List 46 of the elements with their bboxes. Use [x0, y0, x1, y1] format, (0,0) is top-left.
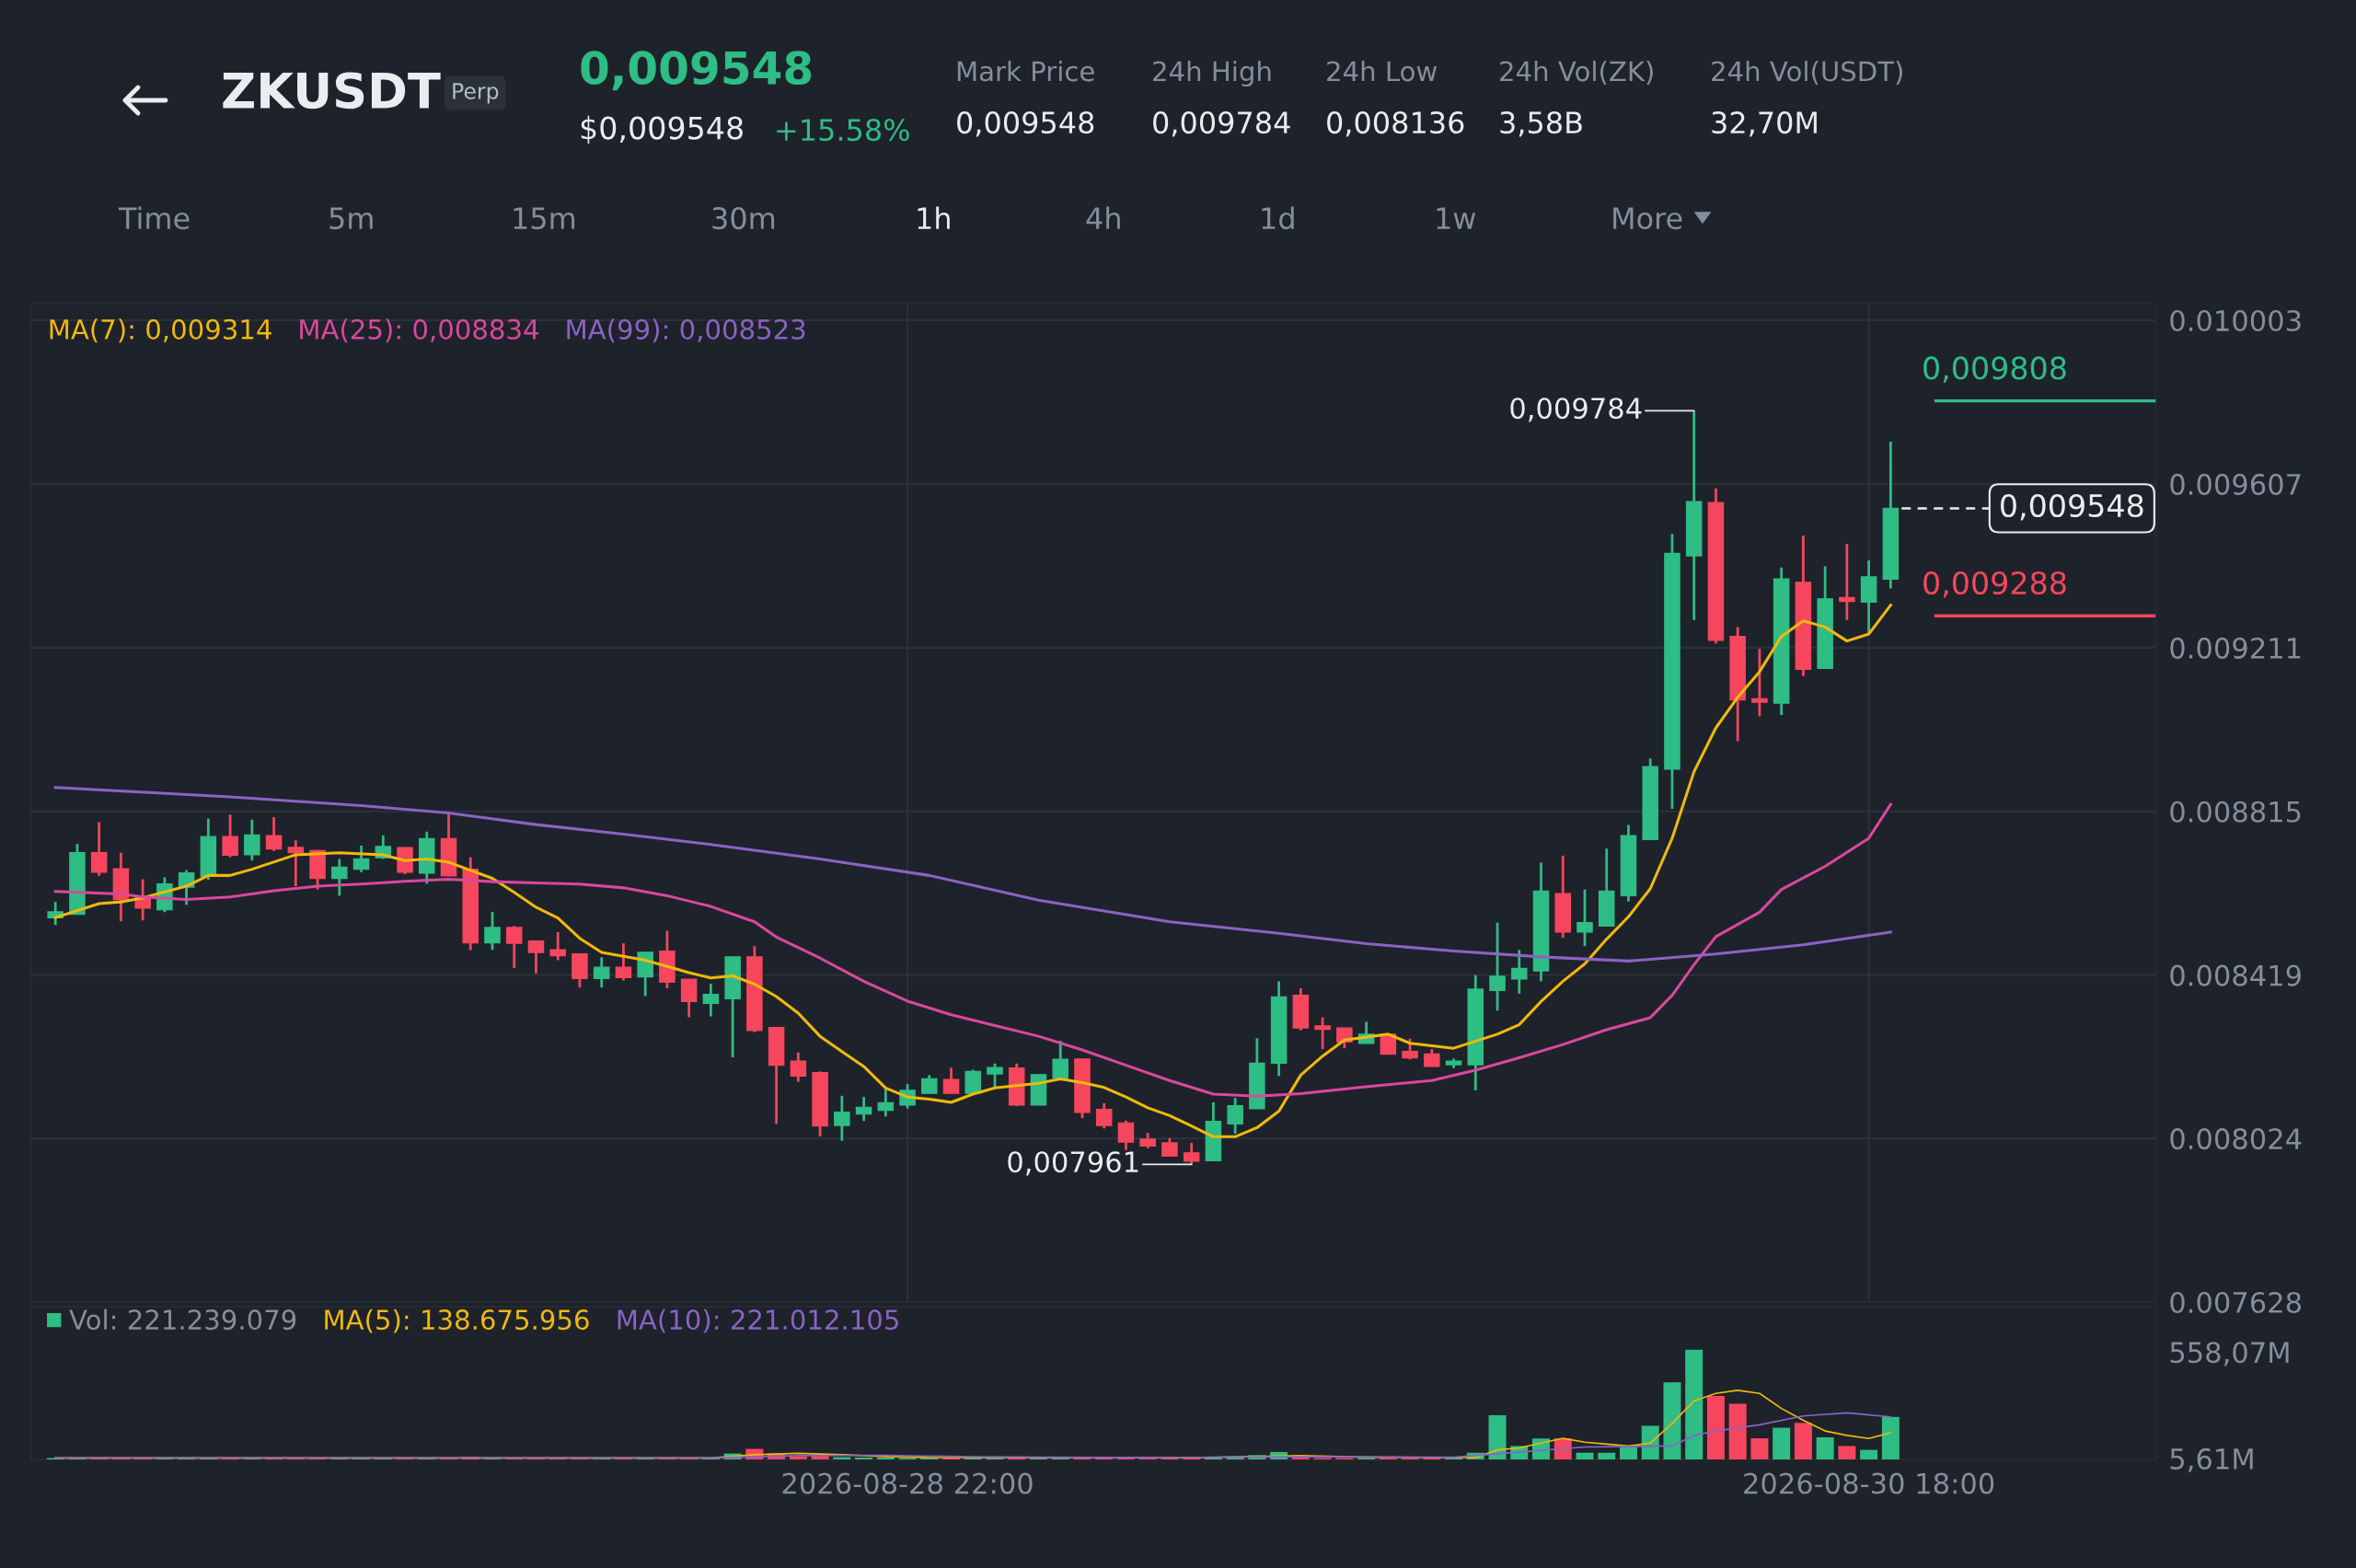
text: 24h Vol(ZK)	[1500, 60, 1653, 85]
y-tick-label: 0.007628	[2170, 1291, 2301, 1314]
legend-label: Vol: 221.239.079	[69, 1309, 296, 1331]
text: More	[1613, 207, 1682, 230]
text: MA(25): 0,008834	[300, 318, 538, 343]
y-tick-label: 0.008419	[2170, 964, 2301, 986]
ref-line-label: 0,009288	[1923, 571, 2066, 598]
text: MA(5): 138.675.956	[325, 1309, 589, 1333]
text: 24h Vol(USDT)	[1712, 60, 1902, 85]
x-tick-label: 2026-08-30 18:00	[1744, 1472, 1994, 1494]
text: 24h High	[1153, 60, 1271, 87]
annotation: 0,007961	[1008, 1151, 1138, 1176]
text: Perp	[453, 83, 499, 104]
text: +15.58%	[777, 119, 909, 142]
text: MA(7): 0,009314	[50, 318, 271, 343]
y-tick-label: 5,61M	[2170, 1447, 2253, 1473]
text: 0,009548	[581, 51, 812, 91]
y-tick-label: 0.010003	[2170, 309, 2301, 332]
text: Mark Price	[957, 60, 1094, 82]
y-tick-label: 0.009211	[2170, 637, 2301, 659]
y-tick-label: 0.009607	[2170, 473, 2301, 495]
text: MA(99): 0,008523	[567, 318, 805, 343]
text: ZKUSDT	[223, 72, 441, 110]
text: 4h	[1086, 206, 1120, 229]
y-tick-label: 0.008024	[2170, 1128, 2302, 1150]
text: $0,009548	[581, 115, 743, 144]
text: 24h Low	[1327, 60, 1438, 82]
text: 1h	[918, 206, 950, 229]
text: 0,008136	[1327, 111, 1464, 137]
text: 3,58B	[1500, 111, 1582, 137]
y-tick-label: 558,07M	[2170, 1342, 2289, 1366]
ref-line-label: 0,009548	[2001, 493, 2143, 521]
text: 1w	[1437, 207, 1476, 229]
text: 15m	[514, 207, 575, 230]
x-tick-label: 2026-08-28 22:00	[782, 1472, 1033, 1494]
ref-line-label: 0,009808	[1923, 356, 2066, 383]
y-tick-label: 0.008815	[2170, 801, 2301, 823]
text: 30m	[712, 207, 775, 230]
text: 0,009784	[1153, 111, 1290, 137]
text: 1d	[1262, 206, 1294, 230]
text: 0,009548	[957, 111, 1094, 137]
annotation: 0,009784	[1510, 398, 1642, 422]
text: 5m	[329, 207, 373, 230]
text: Time	[118, 206, 190, 230]
text: MA(10): 221.012.105	[618, 1309, 898, 1333]
text: 32,70M	[1712, 111, 1817, 137]
